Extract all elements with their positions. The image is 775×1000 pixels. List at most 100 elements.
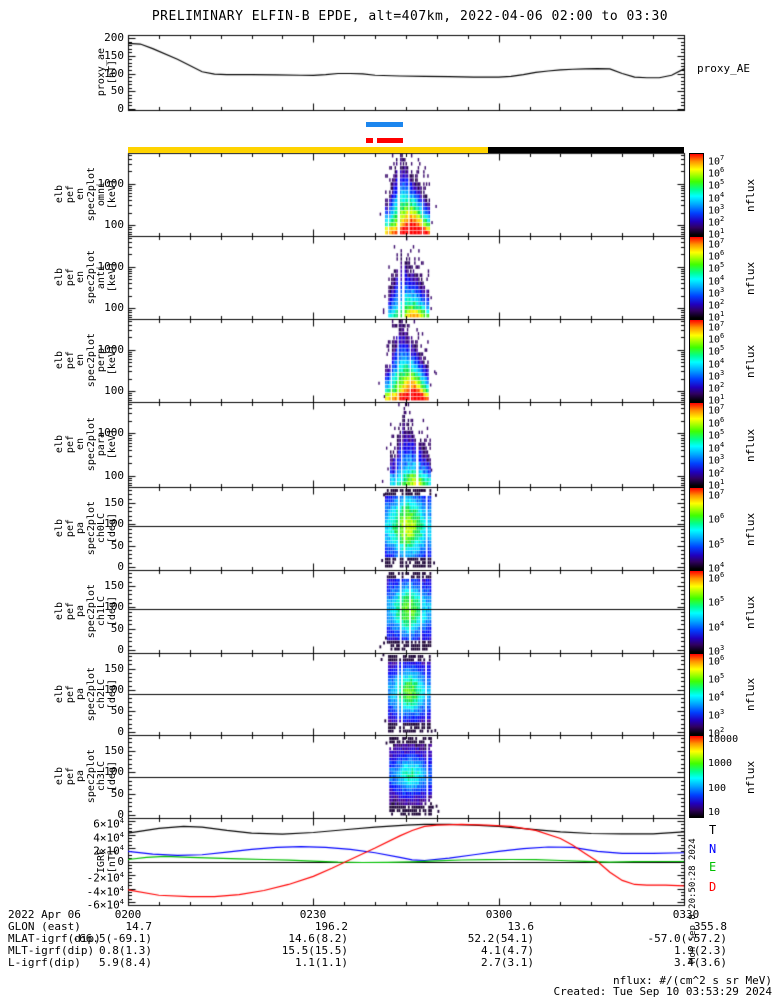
colorbar-pa_ch3lc bbox=[689, 735, 704, 818]
ytick-label-pa_ch1lc: 0 bbox=[117, 643, 124, 656]
colorbar-tick-en_para: 103 bbox=[708, 453, 725, 467]
colorbar-tick-pa_ch1lc: 105 bbox=[708, 595, 725, 609]
ytick-label-en_perp: 100 bbox=[104, 384, 124, 398]
colorbar-tick-pa_ch1lc: 106 bbox=[708, 571, 725, 585]
xtick-label-0330: 0330 bbox=[672, 908, 700, 921]
ytick-label-en_anti: 100 bbox=[104, 301, 124, 315]
colorbar-tick-en_perp: 102 bbox=[708, 380, 725, 395]
panel-ylabel-word: elb bbox=[54, 767, 65, 786]
footer-row-label-mlat: MLAT-igrf(dip) bbox=[8, 932, 101, 945]
panel-ylabel-word: elb bbox=[54, 602, 65, 621]
colorbar-title-en_perp: nflux bbox=[744, 344, 757, 378]
footer-value: 13.6 bbox=[507, 920, 535, 933]
colorbar-tick-pa_ch2lc: 103 bbox=[708, 708, 725, 722]
ytick-label-en_para: 1000 bbox=[97, 426, 125, 440]
ytick-label-pa_ch0lc: 50 bbox=[110, 538, 124, 552]
colorbar-tick-en_omni: 106 bbox=[708, 166, 725, 180]
footer-value: 2.7(3.1) bbox=[481, 956, 534, 969]
fast-segment-bar bbox=[365, 122, 403, 127]
footer-value: 15.5(15.5) bbox=[281, 944, 348, 957]
ytick-label-en_perp: 1000 bbox=[97, 342, 125, 356]
colorbar-tick-en_anti: 106 bbox=[708, 249, 725, 263]
colorbar-tick-en_perp: 107 bbox=[708, 320, 725, 334]
panel-ylabel-word: en bbox=[75, 188, 86, 201]
panel-ylabel-word: elb bbox=[54, 185, 65, 204]
ytick-label-proxy_ae: 100 bbox=[104, 66, 124, 80]
colorbar-tick-pa_ch3lc: 10 bbox=[708, 807, 721, 818]
colorbar-tick-pa_ch2lc: 105 bbox=[708, 672, 725, 686]
ytick-label-igrf: -6×104 bbox=[86, 898, 124, 912]
colorbar-tick-en_omni: 103 bbox=[708, 202, 725, 216]
xtick-label-0300: 0300 bbox=[485, 908, 513, 921]
footer-value: 355.8 bbox=[693, 920, 727, 933]
footer-value: 0.8(1.3) bbox=[99, 944, 152, 957]
igrf-legend-D: D bbox=[709, 880, 717, 894]
plot-title: PRELIMINARY ELFIN-B EPDE, alt=407km, 202… bbox=[151, 9, 669, 24]
igrf-legend-T: T bbox=[709, 823, 717, 837]
ytick-label-pa_ch1lc: 150 bbox=[104, 578, 124, 592]
nflux-units-note: nflux: #/(cm^2 s sr MeV) bbox=[613, 974, 772, 987]
ytick-label-pa_ch2lc: 150 bbox=[104, 661, 124, 675]
ytick-label-pa_ch2lc: 50 bbox=[110, 703, 124, 717]
colorbar-en_perp bbox=[689, 319, 704, 402]
colorbar-title-pa_ch1lc: nflux bbox=[744, 595, 757, 629]
science-zone-bar-a bbox=[365, 138, 374, 143]
panel-ylabel-word: elb bbox=[54, 519, 65, 538]
footer-value: 14.6(8.2) bbox=[288, 932, 348, 945]
colorbar-tick-pa_ch2lc: 106 bbox=[708, 654, 725, 668]
colorbar-tick-pa_ch2lc: 102 bbox=[708, 726, 725, 740]
colorbar-tick-en_omni: 107 bbox=[708, 154, 725, 168]
ytick-label-en_para: 100 bbox=[104, 468, 124, 482]
colorbar-pa_ch2lc bbox=[689, 653, 704, 735]
ytick-label-pa_ch1lc: 100 bbox=[104, 600, 124, 614]
proxy-ae-right-label: proxy_AE bbox=[697, 62, 750, 75]
colorbar-en_anti bbox=[689, 236, 704, 319]
ytick-label-pa_ch1lc: 50 bbox=[110, 621, 124, 635]
ytick-label-proxy_ae: 200 bbox=[104, 31, 124, 44]
footer-value: 52.2(54.1) bbox=[467, 932, 534, 945]
panel-ylabel-word: elb bbox=[54, 351, 65, 370]
colorbar-title-en_para: nflux bbox=[744, 428, 757, 462]
footer-value: 5.9(8.4) bbox=[99, 956, 152, 969]
colorbar-tick-en_omni: 101 bbox=[708, 227, 725, 241]
ytick-label-pa_ch0lc: 100 bbox=[104, 517, 124, 531]
colorbar-tick-en_para: 107 bbox=[708, 403, 725, 417]
footer-value: 4.1(4.7) bbox=[481, 944, 534, 957]
ytick-label-proxy_ae: 0 bbox=[117, 102, 124, 115]
colorbar-tick-pa_ch3lc: 10000 bbox=[708, 734, 739, 745]
colorbar-title-pa_ch0lc: nflux bbox=[744, 512, 757, 546]
footer-value: -66.5(-69.1) bbox=[72, 932, 152, 945]
ytick-label-pa_ch2lc: 100 bbox=[104, 682, 124, 696]
colorbar-tick-en_perp: 105 bbox=[708, 344, 725, 358]
ytick-label-en_anti: 1000 bbox=[97, 259, 125, 273]
colorbar-tick-pa_ch3lc: 1000 bbox=[708, 758, 733, 770]
ytick-label-igrf: 2×104 bbox=[93, 844, 124, 858]
footer-value: 1.9(2.3) bbox=[674, 944, 727, 957]
colorbar-tick-pa_ch0lc: 104 bbox=[708, 561, 725, 575]
ytick-label-pa_ch3lc: 150 bbox=[104, 743, 124, 757]
ytick-label-pa_ch2lc: 0 bbox=[117, 725, 124, 738]
colorbar-tick-en_para: 106 bbox=[708, 415, 725, 429]
ytick-label-igrf: 6×104 bbox=[93, 817, 124, 831]
ytick-label-pa_ch0lc: 150 bbox=[104, 495, 124, 509]
colorbar-tick-en_anti: 102 bbox=[708, 297, 725, 312]
colorbar-pa_ch1lc bbox=[689, 570, 704, 653]
colorbar-tick-pa_ch2lc: 104 bbox=[708, 690, 725, 704]
ytick-label-igrf: -2×104 bbox=[86, 871, 124, 885]
colorbar-tick-en_anti: 107 bbox=[708, 237, 725, 251]
colorbar-tick-en_para: 102 bbox=[708, 465, 725, 479]
colorbar-tick-en_anti: 104 bbox=[708, 273, 725, 287]
colorbar-tick-pa_ch3lc: 100 bbox=[708, 782, 727, 794]
igrf-legend-E: E bbox=[709, 860, 717, 874]
ytick-label-pa_ch3lc: 100 bbox=[104, 765, 124, 779]
colorbar-tick-en_perp: 104 bbox=[708, 356, 725, 370]
ytick-label-pa_ch3lc: 50 bbox=[110, 786, 124, 800]
colorbar-tick-en_perp: 101 bbox=[708, 393, 725, 407]
igrf-legend-N: N bbox=[709, 842, 717, 856]
panel-ylabel-word: en bbox=[75, 271, 86, 284]
colorbar-title-en_anti: nflux bbox=[744, 261, 757, 295]
panel-ylabel-word: en bbox=[75, 438, 86, 451]
footer-value: 196.2 bbox=[314, 920, 348, 933]
